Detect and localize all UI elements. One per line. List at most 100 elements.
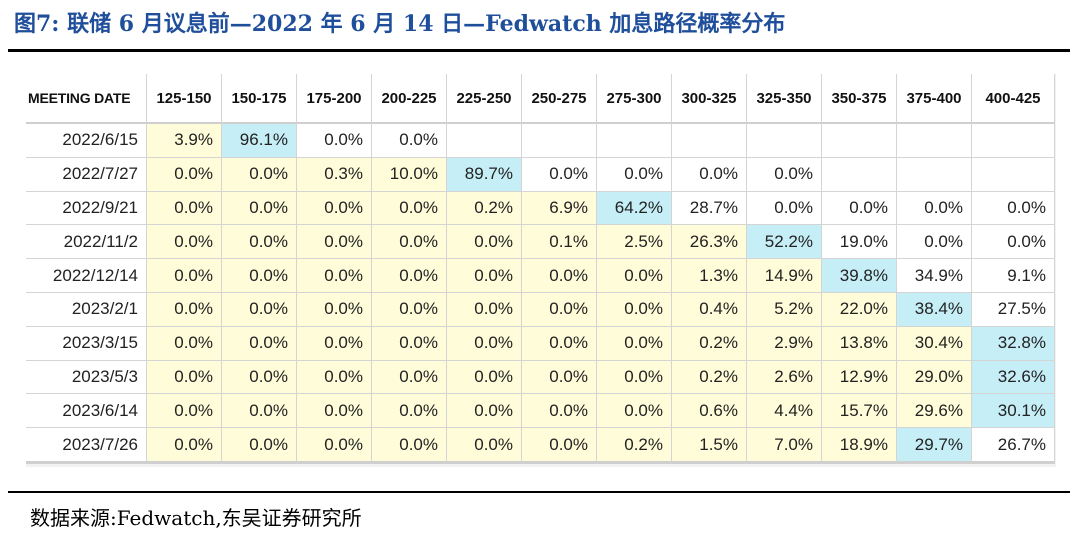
probability-cell: 0.0%: [222, 259, 297, 293]
column-header: 325-350: [747, 74, 822, 124]
probability-cell: 0.0%: [897, 225, 972, 260]
probability-cell: 0.0%: [972, 225, 1055, 260]
probability-cell-highlight: 96.1%: [222, 124, 297, 158]
table-body: 2022/6/15 3.9% 96.1% 0.0% 0.0% 2022/7/27 0.0% 0…: [26, 124, 1055, 464]
probability-cell: 0.0%: [747, 157, 822, 192]
probability-cell: 19.0%: [822, 225, 897, 260]
probability-cell-highlight: 89.7%: [447, 157, 522, 192]
probability-cell: 0.0%: [297, 428, 372, 464]
column-header: 225-250: [447, 74, 522, 124]
probability-cell: 0.0%: [297, 292, 372, 327]
probability-cell: 0.0%: [297, 326, 372, 361]
probability-cell: 0.0%: [372, 259, 447, 293]
meeting-date-cell: 2023/7/26: [26, 428, 147, 464]
probability-cell-highlight: 32.6%: [972, 360, 1055, 395]
probability-cell: 0.0%: [747, 191, 822, 226]
probability-cell: 12.9%: [822, 360, 897, 395]
table-row: 2023/6/14 0.0% 0.0% 0.0% 0.0% 0.0% 0.0% 0.0% 0.6…: [26, 394, 1055, 429]
probability-cell: 0.0%: [522, 157, 597, 192]
probability-cell: 0.0%: [372, 124, 447, 158]
probability-cell: [672, 124, 747, 158]
probability-cell-highlight: 30.1%: [972, 394, 1055, 429]
table-row: 2022/12/14 0.0% 0.0% 0.0% 0.0% 0.0% 0.0% 0.0% 1.…: [26, 259, 1055, 293]
probability-cell: 0.0%: [447, 326, 522, 361]
probability-cell: 0.4%: [672, 292, 747, 327]
probability-cell: 0.0%: [222, 326, 297, 361]
probability-cell: 0.0%: [447, 394, 522, 429]
probability-cell: 0.0%: [597, 157, 672, 192]
meeting-date-cell: 2022/6/15: [26, 124, 147, 158]
probability-cell: 1.3%: [672, 259, 747, 293]
probability-cell: 5.2%: [747, 292, 822, 327]
table-row: 2023/3/15 0.0% 0.0% 0.0% 0.0% 0.0% 0.0% 0.0% 0.2…: [26, 326, 1055, 361]
probability-cell: 2.6%: [747, 360, 822, 395]
probability-cell: 28.7%: [672, 191, 747, 226]
probability-table: MEETING DATE 125-150 150-175 175-200 200…: [26, 74, 1055, 464]
probability-cell: 0.0%: [222, 191, 297, 226]
table-row: 2022/9/21 0.0% 0.0% 0.0% 0.0% 0.2% 6.9% 64.2% 28…: [26, 191, 1055, 226]
column-header: 400-425: [972, 74, 1055, 124]
probability-cell: 30.4%: [897, 326, 972, 361]
meeting-date-cell: 2023/3/15: [26, 326, 147, 361]
probability-cell: 0.0%: [597, 326, 672, 361]
probability-cell: 0.0%: [147, 157, 222, 192]
probability-cell: 0.0%: [522, 292, 597, 327]
probability-cell: 0.0%: [222, 428, 297, 464]
probability-cell: 0.6%: [672, 394, 747, 429]
probability-cell: [897, 124, 972, 158]
column-header: 375-400: [897, 74, 972, 124]
probability-cell: 6.9%: [522, 191, 597, 226]
column-header: 250-275: [522, 74, 597, 124]
probability-cell: 29.0%: [897, 360, 972, 395]
probability-cell: 0.0%: [597, 360, 672, 395]
table-row: 2023/7/26 0.0% 0.0% 0.0% 0.0% 0.0% 0.0% 0.2% 1.5…: [26, 428, 1055, 464]
probability-cell: 0.0%: [447, 225, 522, 260]
probability-cell-highlight: 38.4%: [897, 292, 972, 327]
meeting-date-cell: 2022/12/14: [26, 259, 147, 293]
probability-cell: [822, 157, 897, 192]
probability-cell: 0.0%: [597, 259, 672, 293]
probability-cell: 0.0%: [447, 360, 522, 395]
probability-cell: 0.0%: [147, 259, 222, 293]
probability-cell: 0.0%: [597, 394, 672, 429]
probability-cell: 0.0%: [447, 428, 522, 464]
probability-cell: 13.8%: [822, 326, 897, 361]
probability-cell: 2.9%: [747, 326, 822, 361]
table-row: 2023/2/1 0.0% 0.0% 0.0% 0.0% 0.0% 0.0% 0.0% 0.4%…: [26, 292, 1055, 327]
probability-cell: 0.0%: [372, 428, 447, 464]
column-header: 175-200: [297, 74, 372, 124]
probability-cell: 14.9%: [747, 259, 822, 293]
probability-cell: 0.1%: [522, 225, 597, 260]
column-header: 150-175: [222, 74, 297, 124]
probability-cell: 0.2%: [447, 191, 522, 226]
probability-cell: 34.9%: [897, 259, 972, 293]
probability-cell: 0.0%: [522, 259, 597, 293]
probability-cell: 0.0%: [822, 191, 897, 226]
probability-cell: 0.0%: [297, 124, 372, 158]
probability-cell: 27.5%: [972, 292, 1055, 327]
probability-cell: [522, 124, 597, 158]
meeting-date-cell: 2022/9/21: [26, 191, 147, 226]
probability-cell: 0.0%: [222, 157, 297, 192]
probability-cell: 3.9%: [147, 124, 222, 158]
table-row: 2022/11/2 0.0% 0.0% 0.0% 0.0% 0.0% 0.1% 2.5% 26.…: [26, 225, 1055, 260]
figure-title: 图7: 联储 6 月议息前—2022 年 6 月 14 日—Fedwatch 加…: [14, 11, 786, 37]
probability-cell: 0.0%: [447, 259, 522, 293]
probability-cell: [972, 124, 1055, 158]
probability-cell: 0.0%: [372, 360, 447, 395]
meeting-date-cell: 2023/6/14: [26, 394, 147, 429]
meeting-date-cell: 2022/11/2: [26, 225, 147, 260]
probability-cell: 15.7%: [822, 394, 897, 429]
probability-cell: 0.2%: [672, 360, 747, 395]
probability-cell-highlight: 64.2%: [597, 191, 672, 226]
probability-cell-highlight: 29.7%: [897, 428, 972, 464]
probability-cell: 0.3%: [297, 157, 372, 192]
probability-cell: 0.0%: [597, 292, 672, 327]
probability-cell: 0.0%: [147, 394, 222, 429]
probability-cell: 0.0%: [147, 191, 222, 226]
probability-cell: 0.0%: [147, 292, 222, 327]
table-row: 2022/7/27 0.0% 0.0% 0.3% 10.0% 89.7% 0.0% 0.0% 0…: [26, 157, 1055, 192]
source-note: 数据来源:Fedwatch,东吴证券研究所: [30, 506, 362, 530]
column-header: 275-300: [597, 74, 672, 124]
probability-cell: 0.0%: [372, 394, 447, 429]
